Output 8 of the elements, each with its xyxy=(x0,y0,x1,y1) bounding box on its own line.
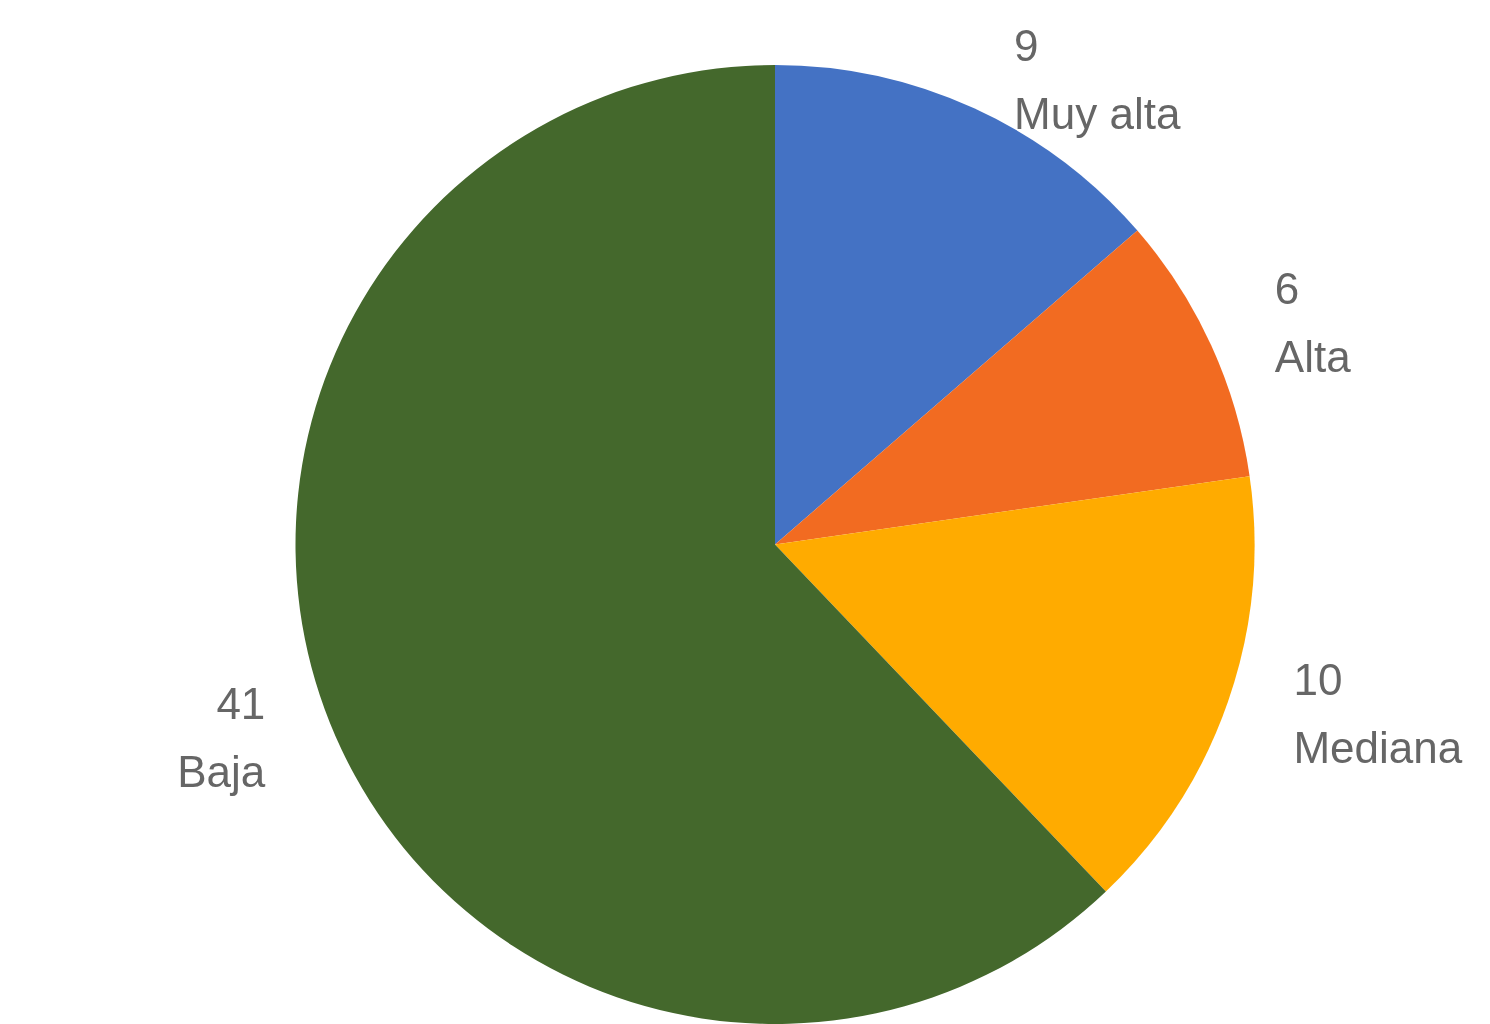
data-label: 10 xyxy=(1293,655,1343,705)
data-label: 9 xyxy=(1014,21,1039,71)
data-label: 6 xyxy=(1274,263,1300,313)
slice-label: Alta xyxy=(1274,331,1352,381)
slice-label: Muy alta xyxy=(1014,89,1181,139)
slice-label: Mediana xyxy=(1293,723,1463,773)
slice-label: Baja xyxy=(177,746,266,796)
data-label: 41 xyxy=(216,678,266,728)
